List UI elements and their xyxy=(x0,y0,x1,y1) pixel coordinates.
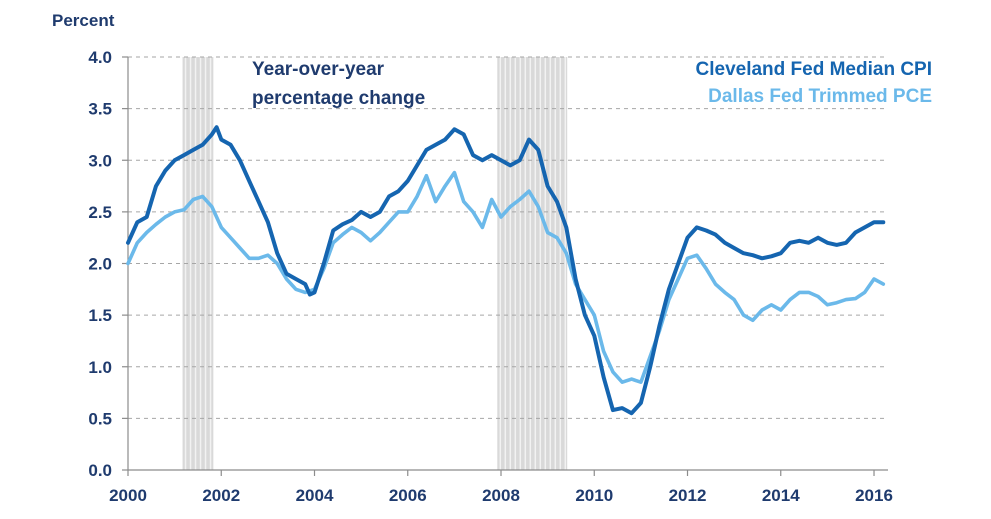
y-tick-label: 2.5 xyxy=(88,203,112,222)
x-tick-label: 2008 xyxy=(482,486,520,505)
x-tick-labels: 2000 2002 2004 2006 2008 2010 2012 2014 2016 xyxy=(109,470,893,505)
x-tick-label: 2002 xyxy=(202,486,240,505)
x-tick-label: 2004 xyxy=(296,486,334,505)
y-tick-label: 1.0 xyxy=(88,358,112,377)
y-tick-label: 4.0 xyxy=(88,48,112,67)
y-tick-label: 0.0 xyxy=(88,461,112,480)
series-line-median-cpi xyxy=(126,125,886,416)
y-tick-labels: 0.0 0.5 1.0 1.5 2.0 2.5 3.0 3.5 4.0 xyxy=(88,48,128,480)
annotation-line-2: percentage change xyxy=(252,88,425,109)
y-tick-label: 2.0 xyxy=(88,255,112,274)
x-tick-label: 2000 xyxy=(109,486,147,505)
legend-entry-trimmed-pce: Dallas Fed Trimmed PCE xyxy=(708,86,932,107)
y-tick-label: 0.5 xyxy=(88,409,112,428)
x-tick-label: 2012 xyxy=(669,486,707,505)
y-tick-label: 3.0 xyxy=(88,151,112,170)
y-tick-label: 3.5 xyxy=(88,100,112,119)
x-tick-label: 2010 xyxy=(575,486,613,505)
x-tick-label: 2014 xyxy=(762,486,800,505)
x-tick-label: 2006 xyxy=(389,486,427,505)
x-tick-label: 2016 xyxy=(855,486,893,505)
legend-entry-median-cpi: Cleveland Fed Median CPI xyxy=(696,59,933,80)
y-axis-label: Percent xyxy=(52,11,115,30)
annotation-line-1: Year-over-year xyxy=(252,59,385,80)
series-line-trimmed-pce xyxy=(126,170,886,385)
series-lines xyxy=(126,125,886,416)
y-tick-label: 1.5 xyxy=(88,306,112,325)
